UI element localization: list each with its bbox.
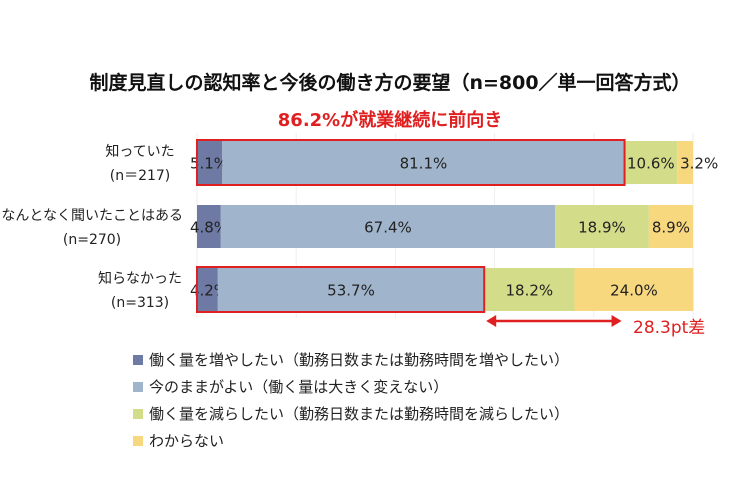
data-label: 18.2% [505, 282, 553, 300]
bar-segment [197, 205, 221, 248]
legend-label: わからない [149, 432, 225, 450]
category-label: なんとなく聞いたことはある [1, 208, 183, 224]
data-label: 10.6% [627, 155, 675, 173]
legend-label: 働く量を減らしたい（勤務日数または勤務時間を減らしたい） [149, 405, 570, 423]
legend: 働く量を増やしたい（勤務日数または勤務時間を増やしたい） 今のままがよい（働く量は… [133, 346, 569, 454]
category-label: (n=270) [63, 232, 121, 248]
bar-segment [197, 141, 223, 184]
data-label: 53.7% [327, 282, 375, 300]
bar-segment [648, 205, 693, 248]
legend-item: わからない [133, 427, 569, 454]
chart-title: 制度見直しの認知率と今後の働き方の要望（n=800／単一回答方式） [89, 72, 691, 94]
data-label: 24.0% [610, 282, 658, 300]
legend-swatch [133, 408, 143, 419]
legend-swatch [133, 354, 143, 365]
legend-label: 今のままがよい（働く量は大きく変えない） [149, 378, 449, 396]
annotation: 86.2%が就業継続に前向き [277, 110, 503, 131]
bar-segment [677, 141, 693, 184]
legend-swatch [133, 381, 143, 392]
highlight-box [196, 266, 486, 313]
bar-segment [624, 141, 678, 184]
data-label: 5.1% [190, 155, 228, 173]
highlight-box [196, 139, 626, 186]
bar-segment [217, 268, 485, 311]
data-label: 4.8% [190, 219, 228, 237]
data-label: 67.4% [364, 219, 412, 237]
legend-label: 働く量を増やしたい（勤務日数または勤務時間を増やしたい） [149, 351, 570, 369]
bar-segment [220, 205, 556, 248]
data-label: 18.9% [578, 219, 626, 237]
category-label: (n=313) [111, 295, 169, 311]
category-label: 知っていた [105, 143, 174, 160]
category-label: (n＝217) [110, 168, 171, 184]
difference-label: 28.3pt差 [633, 318, 705, 338]
legend-item: 今のままがよい（働く量は大きく変えない） [133, 373, 569, 400]
arrow-head-right [611, 315, 622, 327]
data-label: 3.2% [680, 155, 718, 173]
bar-segment [555, 205, 649, 248]
bar-segment [574, 268, 694, 311]
legend-item: 働く量を増やしたい（勤務日数または勤務時間を増やしたい） [133, 346, 569, 373]
legend-item: 働く量を減らしたい（勤務日数または勤務時間を減らしたい） [133, 400, 569, 427]
bar-segment [197, 268, 218, 311]
data-label: 81.1% [400, 155, 448, 173]
bar-segment [484, 268, 575, 311]
arrow-head-left [486, 315, 497, 327]
data-label: 8.9% [652, 219, 690, 237]
category-label: 知らなかった [98, 270, 182, 287]
bar-segment [222, 141, 625, 184]
legend-swatch [133, 435, 143, 446]
